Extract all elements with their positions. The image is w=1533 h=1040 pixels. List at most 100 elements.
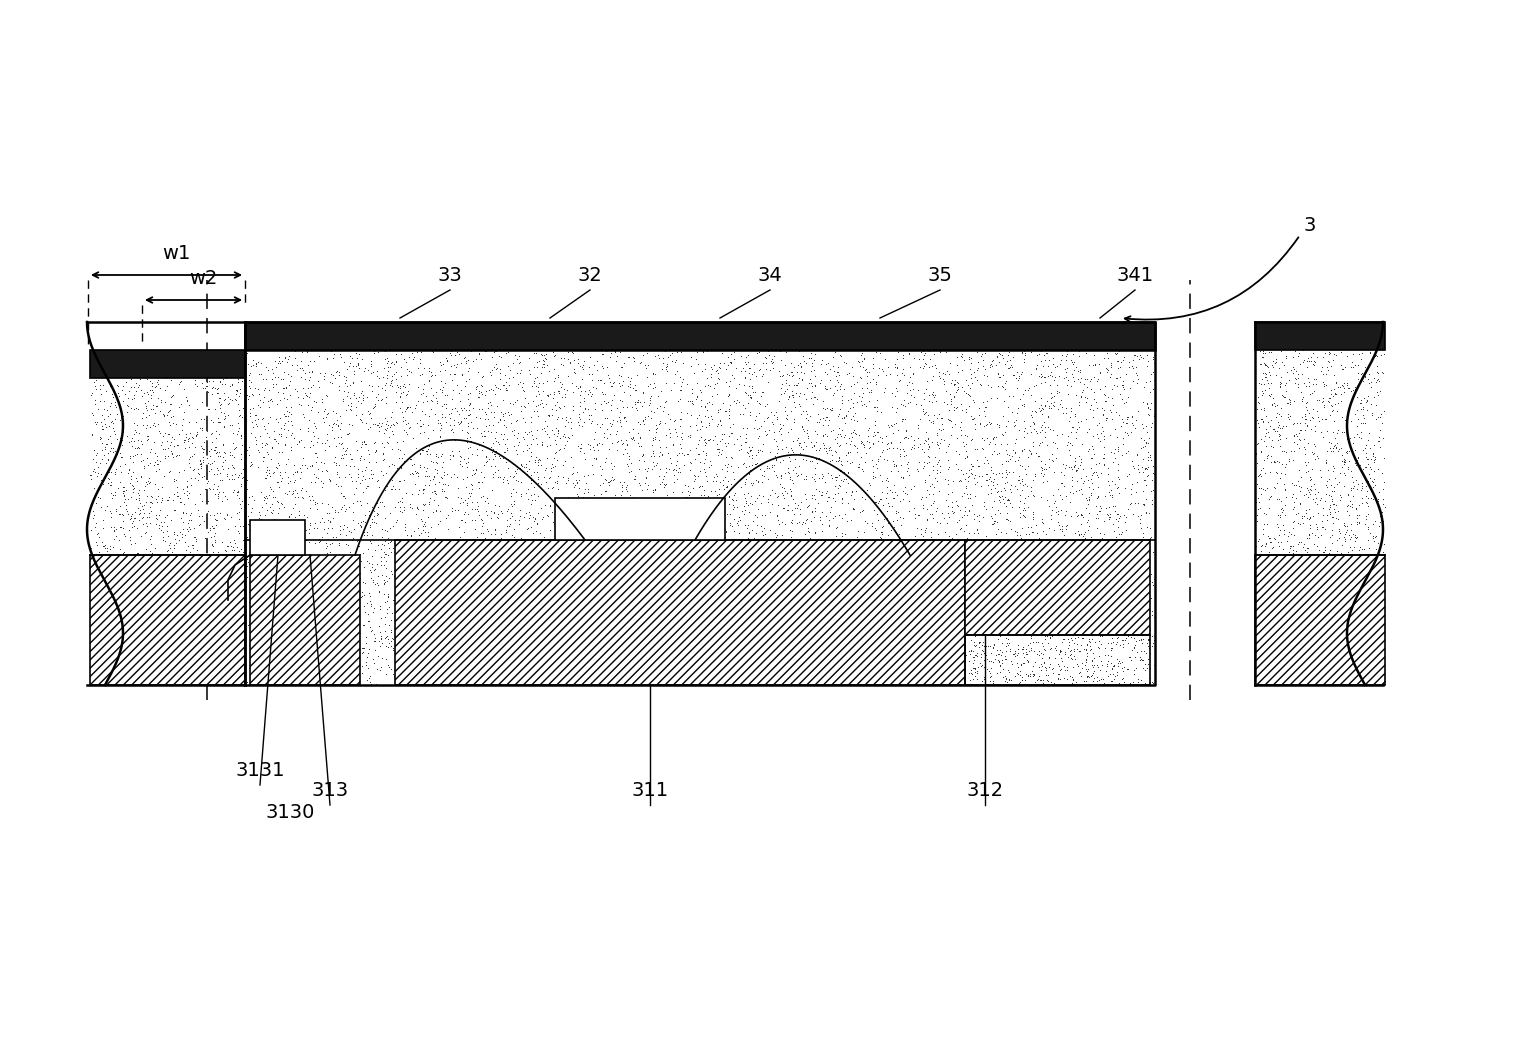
Point: [523, 661, 547, 678]
Point: [593, 604, 618, 621]
Point: [396, 386, 420, 402]
Point: [529, 565, 553, 581]
Point: [964, 644, 989, 660]
Point: [973, 568, 998, 584]
Point: [638, 389, 662, 406]
Point: [396, 589, 420, 605]
Point: [437, 447, 461, 464]
Point: [296, 534, 320, 550]
Point: [860, 464, 885, 480]
Point: [320, 349, 345, 366]
Point: [460, 485, 484, 501]
Point: [1331, 459, 1355, 475]
Point: [794, 410, 819, 426]
Point: [481, 450, 506, 467]
Point: [198, 522, 222, 539]
Point: [1081, 665, 1105, 681]
Point: [779, 582, 803, 599]
Point: [1121, 460, 1145, 476]
Point: [846, 582, 871, 599]
Point: [1125, 673, 1150, 690]
Point: [1137, 620, 1162, 636]
Point: [1133, 471, 1157, 488]
Point: [1013, 565, 1038, 581]
Point: [354, 595, 379, 612]
Point: [958, 646, 983, 662]
Point: [688, 383, 713, 399]
Point: [889, 396, 914, 413]
Point: [641, 673, 665, 690]
Point: [914, 433, 938, 449]
Point: [202, 534, 227, 550]
Point: [285, 584, 310, 601]
Point: [1032, 369, 1056, 386]
Point: [100, 504, 124, 521]
Point: [1058, 625, 1082, 642]
Point: [1303, 451, 1328, 468]
Point: [917, 454, 941, 471]
Point: [155, 543, 179, 560]
Point: [587, 497, 612, 514]
Point: [274, 408, 299, 424]
Point: [760, 459, 785, 475]
Point: [270, 522, 294, 539]
Point: [144, 510, 169, 526]
Point: [426, 596, 451, 613]
Point: [618, 386, 642, 402]
Point: [656, 560, 681, 576]
Point: [442, 566, 466, 582]
Point: [829, 490, 854, 506]
Point: [233, 667, 258, 683]
Point: [405, 621, 429, 638]
Point: [1124, 612, 1148, 628]
Point: [576, 407, 601, 423]
Point: [710, 509, 734, 525]
Point: [1251, 668, 1275, 684]
Point: [472, 427, 497, 444]
Point: [992, 479, 1016, 496]
Point: [1363, 451, 1387, 468]
Point: [851, 437, 875, 453]
Point: [961, 511, 986, 527]
Point: [874, 674, 898, 691]
Point: [127, 504, 152, 521]
Point: [681, 394, 705, 411]
Point: [963, 476, 987, 493]
Point: [403, 397, 428, 414]
Point: [222, 545, 247, 562]
Point: [530, 374, 555, 391]
Point: [357, 592, 382, 608]
Point: [411, 591, 435, 607]
Point: [101, 414, 126, 431]
Point: [1098, 505, 1122, 522]
Point: [987, 416, 1012, 433]
Point: [1096, 511, 1121, 527]
Point: [1050, 346, 1075, 363]
Point: [1067, 363, 1091, 380]
Point: [765, 444, 789, 461]
Point: [396, 649, 420, 666]
Point: [656, 420, 681, 437]
Point: [345, 357, 369, 373]
Point: [497, 609, 521, 626]
Point: [1030, 434, 1055, 450]
Point: [1283, 374, 1308, 391]
Point: [210, 534, 235, 550]
Point: [509, 636, 533, 653]
Point: [359, 356, 383, 372]
Point: [1260, 396, 1285, 413]
Point: [708, 417, 733, 434]
Point: [599, 345, 624, 362]
Point: [782, 394, 806, 411]
Point: [517, 651, 541, 668]
Point: [776, 497, 800, 514]
Point: [376, 593, 400, 609]
Point: [981, 353, 1006, 369]
Point: [1280, 659, 1305, 676]
Point: [1033, 630, 1058, 647]
Point: [471, 368, 495, 385]
Point: [259, 390, 284, 407]
Point: [797, 567, 822, 583]
Point: [553, 638, 578, 654]
Point: [491, 376, 515, 393]
